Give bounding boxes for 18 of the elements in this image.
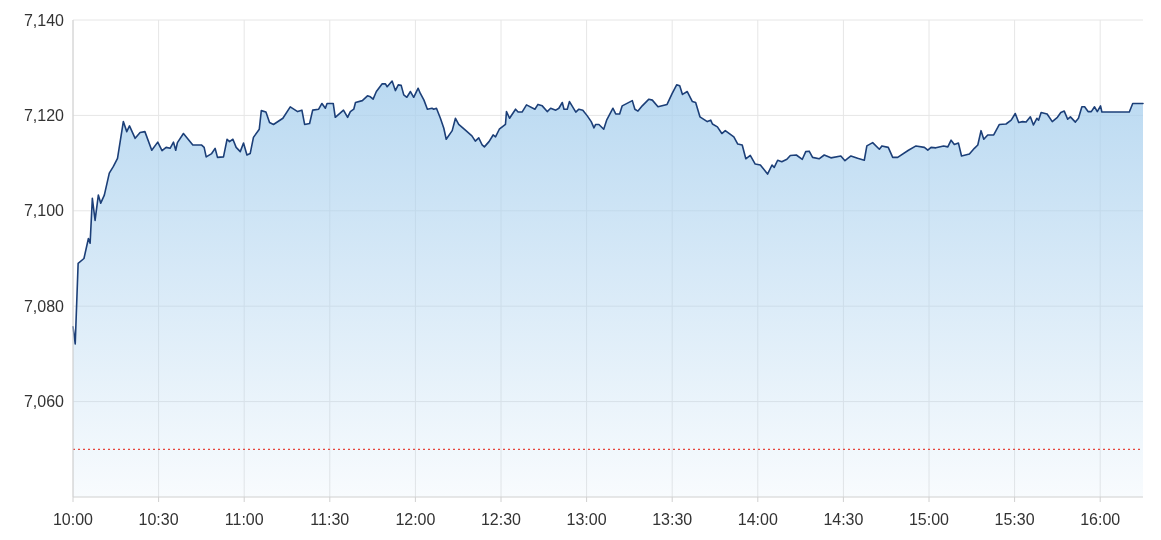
x-tick-label: 15:00 xyxy=(908,511,950,528)
y-tick-label: 7,140 xyxy=(23,11,65,29)
x-tick-label: 11:00 xyxy=(224,511,264,528)
y-tick-label: 7,120 xyxy=(23,107,65,124)
x-tick-label: 15:30 xyxy=(994,511,1035,528)
x-tick-label: 16:00 xyxy=(1080,511,1121,528)
x-tick-label: 14:30 xyxy=(823,511,864,528)
x-tick-label: 12:00 xyxy=(395,511,436,528)
x-tick-label: 10:30 xyxy=(138,511,179,528)
x-tick-label: 13:30 xyxy=(652,511,693,528)
y-tick-label: 7,060 xyxy=(23,393,65,411)
x-tick-label: 14:00 xyxy=(737,511,778,528)
x-tick-label: 12:30 xyxy=(480,511,522,528)
x-tick-label: 11:30 xyxy=(310,511,350,528)
y-tick-label: 7,100 xyxy=(23,202,65,220)
x-tick-label: 10:00 xyxy=(52,511,94,528)
x-tick-label: 13:00 xyxy=(566,511,607,528)
y-tick-label: 7,080 xyxy=(23,297,65,315)
